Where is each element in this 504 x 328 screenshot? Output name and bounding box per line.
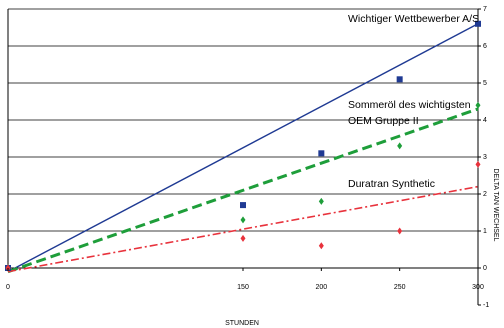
x-tick-label: 150 — [237, 284, 249, 291]
data-point-series-2 — [240, 216, 246, 224]
series-label-oem-line2: OEM Gruppe II — [348, 115, 419, 127]
y-tick-label: 0 — [483, 265, 487, 272]
data-point-series-3 — [318, 242, 324, 250]
y-axis-title: DELTA TAN WECHSEL — [492, 169, 499, 242]
y-tick-label: -1 — [483, 302, 489, 309]
y-tick-label: 5 — [483, 80, 487, 87]
data-point-series-1 — [318, 150, 325, 157]
series-label-oem-line1: Sommeröl des wichtigsten — [348, 99, 471, 111]
x-tick-label: 200 — [315, 284, 327, 291]
data-point-series-1 — [396, 76, 403, 83]
y-tick-label: 2 — [483, 191, 487, 198]
gridlines — [8, 8, 478, 232]
x-tick-label: 300 — [472, 284, 484, 291]
data-point-series-3 — [397, 227, 403, 235]
data-point-series-1 — [475, 20, 481, 27]
x-tick-labels: 0 150 200 250 300 — [6, 268, 484, 291]
series-label-competitor: Wichtiger Wettbewerber A/S — [348, 13, 479, 25]
y-tick-label: 6 — [483, 43, 487, 50]
data-point-series-1 — [240, 202, 246, 209]
trend-line-series-3 — [7, 185, 479, 273]
x-tick-label: 250 — [394, 284, 406, 291]
x-axis-title: STUNDEN — [225, 320, 259, 327]
data-point-series-3 — [475, 160, 481, 168]
data-point-series-2 — [475, 101, 481, 109]
data-markers — [5, 20, 481, 272]
trend-line-series-2 — [7, 107, 479, 274]
y-tick-label: 7 — [483, 6, 487, 13]
x-tick-label: 0 — [6, 284, 10, 291]
data-point-series-2 — [318, 197, 324, 205]
series-label-oem: Sommeröl des wichtigsten OEM Gruppe II — [348, 99, 471, 127]
data-point-series-2 — [397, 142, 403, 150]
series-label-duratran: Duratran Synthetic — [348, 178, 435, 190]
data-point-series-3 — [240, 234, 246, 242]
y-tick-label: 1 — [483, 228, 487, 235]
trend-line-series-1 — [7, 23, 479, 273]
trend-lines — [7, 23, 479, 274]
y-tick-label: 3 — [483, 154, 487, 161]
y-tick-label: 4 — [483, 117, 487, 124]
y-tick-labels: -1 0 1 2 3 4 5 6 7 — [478, 6, 489, 309]
